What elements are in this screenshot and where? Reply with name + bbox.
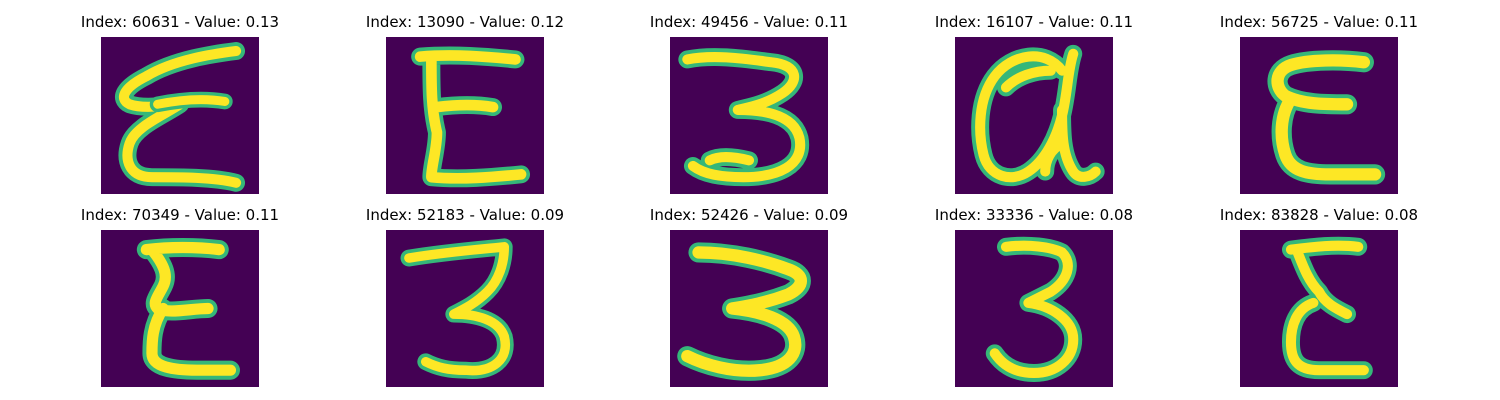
e-icon — [101, 37, 259, 194]
image-panel-3: Index: 49456 - Value: 0.11 — [649, 12, 849, 194]
three-icon — [670, 37, 828, 194]
three-icon — [670, 230, 828, 387]
panel-title: Index: 83828 - Value: 0.08 — [1219, 206, 1419, 224]
panel-title: Index: 70349 - Value: 0.11 — [80, 206, 280, 224]
image-panel-4: Index: 16107 - Value: 0.11 — [934, 12, 1134, 194]
panel-title: Index: 13090 - Value: 0.12 — [365, 13, 565, 31]
panel-title: Index: 56725 - Value: 0.11 — [1219, 13, 1419, 31]
panel-title: Index: 16107 - Value: 0.11 — [934, 13, 1134, 31]
e-icon — [1240, 37, 1398, 194]
image-panel-8: Index: 52426 - Value: 0.09 — [649, 205, 849, 387]
image-panel-10: Index: 83828 - Value: 0.08 — [1219, 205, 1419, 387]
image-panel-1: Index: 60631 - Value: 0.13 — [80, 12, 280, 194]
three-icon — [955, 230, 1113, 387]
a-icon — [955, 37, 1113, 194]
image-panel-9: Index: 33336 - Value: 0.08 — [934, 205, 1134, 387]
panel-title: Index: 33336 - Value: 0.08 — [934, 206, 1134, 224]
panel-title: Index: 52426 - Value: 0.09 — [649, 206, 849, 224]
e-icon — [386, 37, 544, 194]
three-icon — [386, 230, 544, 387]
image-panel-7: Index: 52183 - Value: 0.09 — [365, 205, 565, 387]
panel-title: Index: 49456 - Value: 0.11 — [649, 13, 849, 31]
panel-title: Index: 60631 - Value: 0.13 — [80, 13, 280, 31]
panel-title: Index: 52183 - Value: 0.09 — [365, 206, 565, 224]
e-icon — [1240, 230, 1398, 387]
image-panel-5: Index: 56725 - Value: 0.11 — [1219, 12, 1419, 194]
image-panel-2: Index: 13090 - Value: 0.12 — [365, 12, 565, 194]
e-icon — [101, 230, 259, 387]
image-panel-6: Index: 70349 - Value: 0.11 — [80, 205, 280, 387]
